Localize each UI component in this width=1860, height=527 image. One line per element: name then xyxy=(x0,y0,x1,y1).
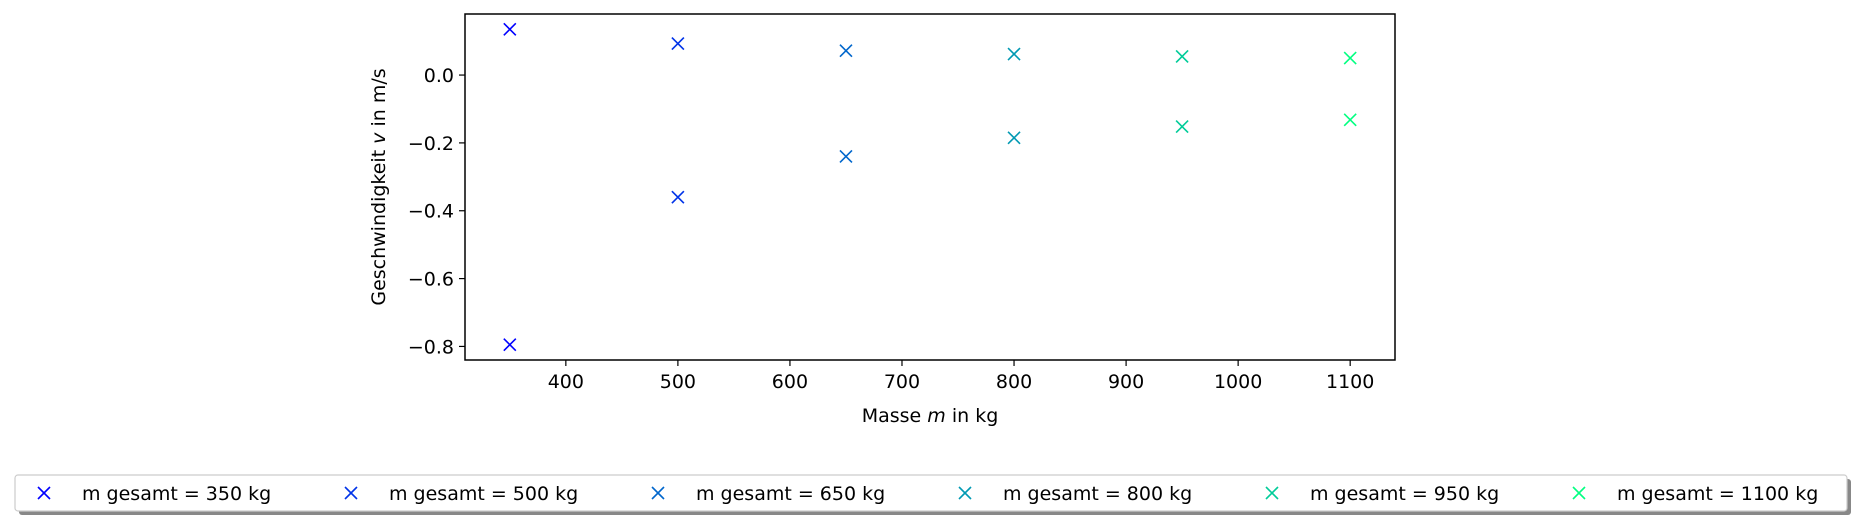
legend-marker xyxy=(1572,486,1586,500)
y-tick-label: 0.0 xyxy=(424,65,454,87)
data-point xyxy=(1343,113,1357,127)
data-point xyxy=(503,338,517,352)
legend-marker xyxy=(651,486,665,500)
legend-label: m gesamt = 350 kg xyxy=(82,483,271,505)
legend-item: m gesamt = 500 kg xyxy=(344,483,578,505)
legend-label: m gesamt = 800 kg xyxy=(1003,483,1192,505)
data-point xyxy=(1007,47,1021,61)
data-point xyxy=(1175,120,1189,134)
x-axis-ticks: 400 500 600 700 800 900 1000 1100 xyxy=(548,360,1374,393)
legend-label: m gesamt = 500 kg xyxy=(389,483,578,505)
legend-label: m gesamt = 650 kg xyxy=(696,483,885,505)
y-tick-label: −0.8 xyxy=(408,336,454,358)
legend-item: m gesamt = 950 kg xyxy=(1265,483,1499,505)
data-point xyxy=(671,190,685,204)
data-point xyxy=(1175,49,1189,63)
legend: m gesamt = 350 kg m gesamt = 500 kg m gesa… xyxy=(14,474,1851,515)
x-tick-label: 800 xyxy=(996,371,1032,393)
y-tick-label: −0.6 xyxy=(408,269,454,291)
legend-marker xyxy=(37,486,51,500)
y-tick-label: −0.4 xyxy=(408,201,454,223)
x-tick-label: 700 xyxy=(884,371,920,393)
legend-marker xyxy=(1265,486,1279,500)
data-point xyxy=(671,36,685,51)
legend-marker xyxy=(958,486,972,500)
x-tick-label: 900 xyxy=(1108,371,1144,393)
x-tick-label: 600 xyxy=(772,371,808,393)
plot-area: 400 500 600 700 800 900 1000 1100 0.0 −0.2 −0.4 −0… xyxy=(408,13,1396,393)
data-point xyxy=(839,44,853,58)
legend-marker xyxy=(344,486,358,500)
data-point xyxy=(1007,131,1021,145)
legend-label: m gesamt = 1100 kg xyxy=(1617,483,1818,505)
x-tick-label: 1100 xyxy=(1326,371,1374,393)
legend-item: m gesamt = 800 kg xyxy=(958,483,1192,505)
x-tick-label: 400 xyxy=(548,371,584,393)
x-axis-label: Masse m in kg xyxy=(862,405,999,427)
legend-label: m gesamt = 950 kg xyxy=(1310,483,1499,505)
data-point xyxy=(839,149,853,164)
data-point xyxy=(1343,51,1357,65)
legend-item: m gesamt = 1100 kg xyxy=(1572,483,1818,505)
legend-items: m gesamt = 350 kg m gesamt = 500 kg m gesa… xyxy=(37,483,1818,505)
data-markers xyxy=(503,22,1357,352)
axes-frame xyxy=(464,13,1396,361)
legend-item: m gesamt = 350 kg xyxy=(37,483,271,505)
x-tick-label: 500 xyxy=(660,371,696,393)
legend-item: m gesamt = 650 kg xyxy=(651,483,885,505)
legend-frame xyxy=(14,474,1848,512)
y-axis-ticks: 0.0 −0.2 −0.4 −0.6 −0.8 xyxy=(408,65,465,358)
data-point xyxy=(503,22,517,36)
x-tick-label: 1000 xyxy=(1214,371,1262,393)
y-axis-label: Geschwindigkeit v in m/s xyxy=(368,68,390,305)
y-tick-label: −0.2 xyxy=(408,133,454,155)
